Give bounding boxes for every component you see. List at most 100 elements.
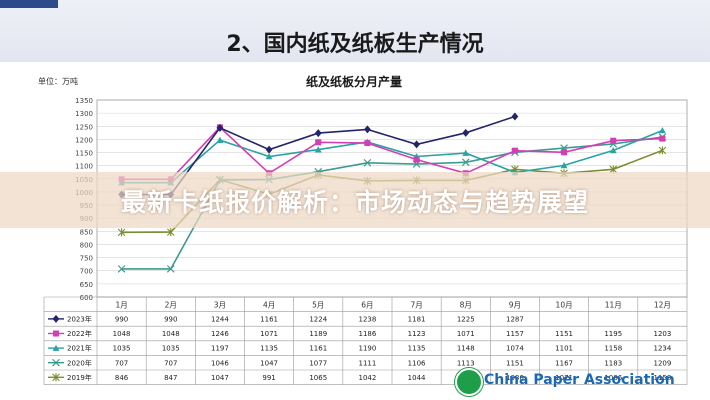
data-point — [166, 228, 175, 237]
data-point — [610, 137, 617, 144]
data-point — [659, 127, 666, 134]
x-tick-label: 4月 — [263, 301, 275, 310]
table-cell: 1287 — [506, 316, 524, 324]
data-point — [117, 265, 126, 273]
table-cell: 1071 — [555, 374, 573, 382]
x-tick-label: 7月 — [410, 301, 422, 310]
table-cell: 1181 — [408, 316, 426, 324]
x-tick-label: 8月 — [460, 301, 472, 310]
data-point — [52, 373, 60, 382]
header-band — [0, 0, 710, 62]
unit-label: 单位：万吨 — [38, 76, 78, 86]
series-line — [121, 126, 663, 181]
data-point — [561, 149, 568, 156]
x-tick-label: 1月 — [115, 301, 127, 310]
table-cell: 1048 — [162, 330, 180, 338]
table-cell: 1047 — [260, 359, 278, 367]
data-point — [166, 265, 175, 273]
y-tick-label: 1150 — [75, 150, 93, 158]
data-point — [265, 145, 273, 154]
table-cell: 1035 — [113, 345, 131, 353]
table-cell: 1048 — [113, 330, 131, 338]
data-point — [363, 158, 372, 167]
data-point — [315, 139, 322, 146]
table-cell: 1158 — [654, 374, 672, 382]
legend-label: 2022年 — [67, 329, 92, 338]
table-cell: 1065 — [309, 374, 327, 382]
series-line — [121, 129, 663, 184]
table-cell: 1044 — [408, 374, 426, 382]
x-tick-label: 9月 — [509, 301, 521, 310]
table-cell: 991 — [262, 374, 275, 382]
table-cell: 1071 — [260, 330, 278, 338]
y-tick-label: 1300 — [75, 110, 93, 118]
data-point — [216, 123, 224, 132]
page-heading: 2、国内纸及纸板生产情况 — [226, 32, 484, 57]
x-tick-label: 11月 — [605, 301, 622, 310]
table-cell: 1195 — [604, 330, 622, 338]
overlay-banner — [0, 172, 710, 228]
chart-title: 纸及纸板分月产量 — [306, 74, 402, 89]
y-tick-label: 1200 — [75, 136, 93, 144]
table-cell: 1157 — [506, 330, 524, 338]
x-tick-label: 3月 — [214, 301, 226, 310]
y-tick-label: 650 — [80, 281, 93, 289]
data-point — [658, 146, 667, 155]
y-tick-label: 1350 — [75, 97, 93, 105]
table-cell: 1086 — [506, 374, 524, 382]
table-cell: 846 — [115, 374, 129, 382]
table-cell: 1047 — [211, 374, 229, 382]
table-cell: 707 — [164, 359, 177, 367]
data-point — [117, 228, 126, 237]
table-cell: 707 — [115, 359, 128, 367]
data-point — [511, 147, 518, 154]
banner-title: 最新卡纸报价解析：市场动态与趋势展望 — [120, 188, 589, 217]
table-cell: 1106 — [408, 359, 426, 367]
data-point — [52, 344, 60, 351]
table-cell: 1151 — [506, 359, 524, 367]
data-point — [462, 149, 470, 156]
y-tick-label: 600 — [80, 294, 93, 302]
data-point — [52, 314, 60, 323]
y-tick-label: 1250 — [75, 123, 93, 131]
data-point — [609, 147, 617, 154]
table-cell: 1158 — [604, 345, 622, 353]
data-point — [265, 153, 273, 160]
watermark-text: China Paper Association — [484, 372, 675, 388]
x-tick-label: 5月 — [312, 301, 324, 310]
table-cell: 1234 — [654, 345, 672, 353]
legend-label: 2020年 — [67, 358, 92, 367]
table-cell: 990 — [164, 316, 177, 324]
table-cell: 1190 — [359, 345, 377, 353]
data-point — [511, 112, 519, 121]
table-cell: 1035 — [162, 345, 180, 353]
table-cell: 1209 — [654, 359, 672, 367]
table-cell: 1246 — [211, 330, 229, 338]
table-cell: 1238 — [359, 316, 377, 324]
table-cell: 1135 — [408, 345, 426, 353]
table-cell: 1197 — [211, 345, 229, 353]
table-cell: 1111 — [359, 359, 377, 367]
data-point — [560, 162, 568, 169]
table-cell: 1151 — [555, 330, 573, 338]
data-point — [659, 135, 666, 142]
data-point — [364, 125, 371, 134]
table-cell: 1113 — [457, 359, 475, 367]
data-point — [413, 140, 420, 149]
table-cell: 1244 — [211, 316, 229, 324]
table-cell: 1224 — [309, 316, 327, 324]
accent-bar — [0, 0, 58, 8]
table-cell: 1123 — [408, 330, 426, 338]
x-tick-label: 6月 — [361, 301, 373, 310]
x-tick-label: 10月 — [556, 301, 573, 310]
table-cell: 1203 — [654, 330, 672, 338]
cpa-logo-icon — [455, 368, 483, 396]
data-point — [216, 136, 224, 143]
y-tick-label: 750 — [80, 255, 93, 263]
table-cell: 1161 — [309, 345, 327, 353]
table-cell: 1042 — [359, 374, 377, 382]
data-point — [53, 330, 59, 337]
data-point — [314, 129, 322, 138]
